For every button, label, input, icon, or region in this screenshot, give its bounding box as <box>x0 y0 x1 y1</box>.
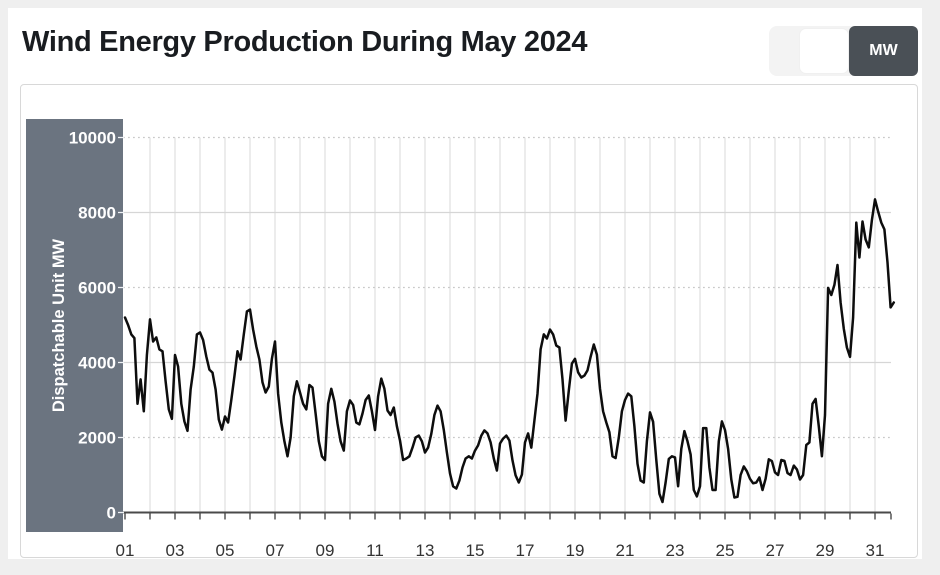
svg-text:17: 17 <box>516 541 535 560</box>
x-axis-labels: 01 03 05 07 09 11 13 15 17 19 21 23 25 27 29 31 <box>116 541 885 560</box>
y-axis-panel <box>26 119 123 532</box>
svg-text:10000: 10000 <box>69 129 116 148</box>
svg-text:8000: 8000 <box>78 204 116 223</box>
svg-text:23: 23 <box>666 541 685 560</box>
svg-text:27: 27 <box>766 541 785 560</box>
svg-text:6000: 6000 <box>78 279 116 298</box>
svg-text:19: 19 <box>566 541 585 560</box>
svg-text:09: 09 <box>316 541 335 560</box>
series-line <box>123 198 896 504</box>
svg-text:01: 01 <box>116 541 135 560</box>
y-axis-title: Dispatchable Unit MW <box>50 238 68 412</box>
svg-text:13: 13 <box>416 541 435 560</box>
svg-text:2000: 2000 <box>78 429 116 448</box>
content-sheet: Wind Energy Production During May 2024 M… <box>8 8 922 559</box>
svg-text:4000: 4000 <box>78 354 116 373</box>
unit-toggle-group: MW <box>769 26 918 76</box>
svg-text:31: 31 <box>866 541 885 560</box>
svg-text:21: 21 <box>616 541 635 560</box>
svg-text:11: 11 <box>366 541 384 560</box>
page-title: Wind Energy Production During May 2024 <box>22 26 588 58</box>
svg-text:25: 25 <box>716 541 735 560</box>
svg-text:29: 29 <box>816 541 835 560</box>
svg-text:0: 0 <box>107 504 116 523</box>
svg-text:03: 03 <box>166 541 185 560</box>
chart-card <box>20 84 918 558</box>
y-axis-labels: 0 2000 4000 6000 8000 10000 <box>69 129 124 523</box>
unit-toggle-alt-button[interactable] <box>799 28 849 74</box>
horizontal-gridlines <box>123 136 891 439</box>
svg-text:15: 15 <box>466 541 485 560</box>
unit-toggle-mw-button[interactable]: MW <box>849 26 918 76</box>
x-axis <box>123 511 892 520</box>
svg-text:05: 05 <box>216 541 235 560</box>
svg-text:07: 07 <box>266 541 285 560</box>
